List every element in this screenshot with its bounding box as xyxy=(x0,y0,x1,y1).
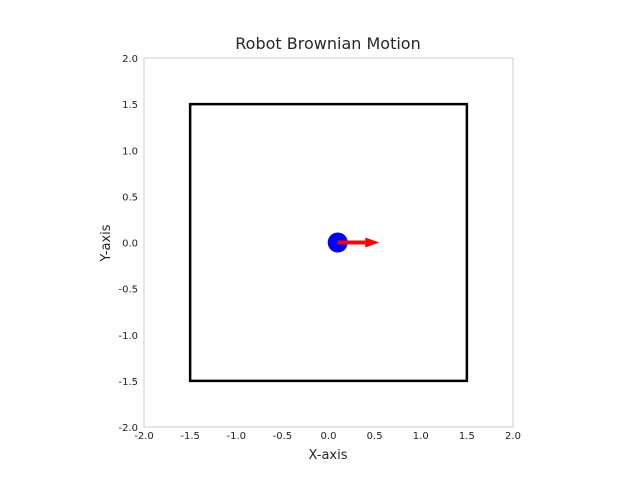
y-tick-label: -1.0 xyxy=(118,331,138,342)
x-tick-label: 0.0 xyxy=(321,431,337,442)
heading-arrow-head xyxy=(365,237,380,248)
x-tick-label: -1.0 xyxy=(226,431,246,442)
x-tick-label: 0.5 xyxy=(367,431,383,442)
y-tick-label: -1.5 xyxy=(118,377,138,388)
y-tick-label: 0.0 xyxy=(122,239,138,250)
x-tick-label: -1.5 xyxy=(180,431,200,442)
y-tick-label: -2.0 xyxy=(118,423,138,434)
x-axis-label: X-axis xyxy=(309,448,348,463)
boundary-square xyxy=(188,102,469,383)
y-tick-labels: 2.0 1.5 1.0 0.5 0.0 -0.5 -1.0 -1.5 -2.0 xyxy=(118,54,138,434)
x-tick-label: -2.0 xyxy=(134,431,154,442)
y-tick-label: 1.5 xyxy=(122,100,138,111)
y-tick-label: 0.5 xyxy=(122,192,138,203)
x-tick-label: 1.0 xyxy=(413,431,429,442)
x-tick-label: -0.5 xyxy=(273,431,293,442)
y-tick-label: -0.5 xyxy=(118,285,138,296)
y-tick-label: 2.0 xyxy=(122,54,138,65)
x-tick-labels: -2.0 -1.5 -1.0 -0.5 0.0 0.5 1.0 1.5 2.0 xyxy=(134,431,521,442)
y-axis-label: Y-axis xyxy=(99,224,114,262)
chart-title: Robot Brownian Motion xyxy=(235,34,420,53)
y-tick-label: 1.0 xyxy=(122,146,138,157)
x-tick-label: 1.5 xyxy=(459,431,475,442)
x-tick-label: 2.0 xyxy=(505,431,521,442)
